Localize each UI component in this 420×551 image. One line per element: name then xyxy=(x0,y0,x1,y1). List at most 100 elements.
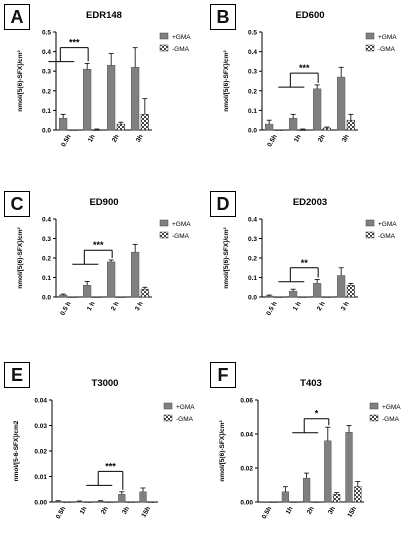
y-axis-label: nmol/[5-6-SFX]/cm2 xyxy=(13,420,20,481)
x-tick-label: 1 h xyxy=(292,300,303,312)
y-axis-label: nmol/[5(6)-SFX]/cm² xyxy=(223,226,230,288)
bar-plus-gma xyxy=(96,500,105,503)
legend-label: -GMA xyxy=(172,46,190,53)
legend-label: +GMA xyxy=(176,404,195,411)
bar-minus-gma xyxy=(269,501,277,503)
chart-title: ED900 xyxy=(89,197,118,208)
significance-label: *** xyxy=(105,461,116,471)
chart-ed600: ED600 nmol/[5(6)-SFX]/cm² 0.0 0.1 0.2 0.3 0.4 0… xyxy=(223,10,397,148)
bar-minus-gma xyxy=(346,285,355,298)
chart-t403: T403 nmol/[5(6)-SFX]/cm² 0.00 0.02 0.04 0.06 0… xyxy=(219,378,401,520)
bar-minus-gma xyxy=(148,501,156,503)
bar-plus-gma xyxy=(59,117,68,131)
y-tick-label: 0.04 xyxy=(240,432,253,439)
legend-swatch-minus-gma xyxy=(365,231,375,239)
y-tick-label: 0.3 xyxy=(248,236,257,243)
bar-plus-gma xyxy=(83,68,92,131)
x-tick-label: 2h xyxy=(317,133,327,143)
bar-minus-gma xyxy=(311,501,320,503)
legend-swatch-plus-gma xyxy=(365,219,375,227)
x-tick-label: 2 h xyxy=(110,300,121,312)
bar-minus-gma xyxy=(63,501,71,503)
x-tick-label: 2 h xyxy=(316,300,327,312)
y-tick-label: 0.0 xyxy=(248,295,257,302)
x-tick-label: 1 h xyxy=(86,300,97,312)
y-tick-label: 0.4 xyxy=(42,217,51,224)
bar-minus-gma xyxy=(68,129,77,131)
legend-swatch-plus-gma xyxy=(159,32,169,40)
bar-plus-gma xyxy=(83,285,92,298)
y-tick-label: 0.02 xyxy=(240,466,253,473)
legend-label: -GMA xyxy=(382,416,400,423)
y-tick-label: 0.5 xyxy=(248,30,257,37)
y-axis-label: nmol/[5(6)-SFX]/cm² xyxy=(223,49,230,111)
bar-minus-gma xyxy=(274,296,283,298)
legend-swatch-minus-gma xyxy=(369,414,379,422)
x-tick-label: 3 h xyxy=(340,300,351,312)
bar-minus-gma xyxy=(92,296,101,298)
x-tick-label: 2h xyxy=(111,133,121,143)
x-tick-label: 2h xyxy=(306,505,316,515)
y-tick-label: 0.0 xyxy=(42,128,51,135)
chart-t3000: T3000 nmol/[5-6-SFX]/cm2 0.00 0.01 0.02 0.03 0… xyxy=(13,378,195,520)
x-tick-label: 0.5h xyxy=(60,133,73,148)
legend-label: -GMA xyxy=(378,46,396,53)
y-tick-label: 0.4 xyxy=(42,49,51,56)
bar-plus-gma xyxy=(313,283,322,298)
bar-plus-gma xyxy=(107,65,116,131)
x-tick-label: 3h xyxy=(121,505,131,515)
y-tick-label: 0.02 xyxy=(34,449,47,456)
x-tick-label: 0.5 h xyxy=(265,300,278,316)
bar-minus-gma xyxy=(126,501,135,503)
legend-label: -GMA xyxy=(378,233,396,240)
legend-swatch-minus-gma xyxy=(365,44,375,52)
y-tick-label: 0.4 xyxy=(248,217,257,224)
bar-plus-gma xyxy=(59,294,68,298)
x-tick-label: 1h xyxy=(87,133,97,143)
legend-label: +GMA xyxy=(378,34,397,41)
bar-minus-gma xyxy=(322,127,331,131)
panel-letter: D xyxy=(210,191,236,217)
bar-plus-gma xyxy=(281,491,290,503)
bar-minus-gma xyxy=(346,119,355,131)
x-tick-label: 1h xyxy=(285,505,295,515)
bar-minus-gma xyxy=(116,123,125,131)
y-axis-label: nmol/[5(6)-SFX]/cm² xyxy=(219,419,226,481)
bar-minus-gma xyxy=(290,501,298,503)
bar-plus-gma xyxy=(345,432,353,503)
y-tick-label: 0.5 xyxy=(42,30,51,37)
panel-a: A EDR148 nmol/[5(6)-SFX]/cm² 0.0 0.1 0.2 0.3 0… xyxy=(4,4,212,179)
bar-plus-gma xyxy=(337,76,346,131)
bar-plus-gma xyxy=(289,117,298,131)
bar-minus-gma xyxy=(298,129,307,131)
y-tick-label: 0.2 xyxy=(42,256,51,263)
panel-letter: A xyxy=(4,4,30,30)
bar-minus-gma xyxy=(140,288,149,298)
y-tick-label: 0.03 xyxy=(34,423,47,430)
y-tick-label: 0.01 xyxy=(34,474,47,481)
x-tick-label: 15h xyxy=(140,505,152,518)
panel-letter: B xyxy=(210,4,236,30)
x-tick-label: 2h xyxy=(100,505,110,515)
x-tick-label: 0.5h xyxy=(55,505,68,520)
bar-minus-gma xyxy=(274,129,283,131)
y-tick-label: 0.1 xyxy=(248,275,257,282)
y-tick-label: 0.0 xyxy=(248,128,257,135)
y-axis-label: nmol/[5(6)-SFX]/cm² xyxy=(17,49,24,111)
significance-label: ** xyxy=(301,258,309,268)
legend-swatch-minus-gma xyxy=(159,231,169,239)
bar-plus-gma xyxy=(131,251,140,298)
panel-d: D ED2003 nmol/[5(6)-SFX]/cm² 0.0 0.1 0.2 0.3 0… xyxy=(210,191,418,346)
legend-swatch-minus-gma xyxy=(159,44,169,52)
y-tick-label: 0.2 xyxy=(248,88,257,95)
bar-plus-gma xyxy=(337,275,346,298)
bar-minus-gma xyxy=(298,296,307,298)
bar-plus-gma xyxy=(289,290,298,298)
panel-letter: E xyxy=(4,362,30,388)
y-tick-label: 0.00 xyxy=(34,500,47,507)
bar-minus-gma xyxy=(116,296,125,298)
y-tick-label: 0.00 xyxy=(240,500,253,507)
y-tick-label: 0.06 xyxy=(240,398,253,405)
chart-title: EDR148 xyxy=(86,10,122,21)
legend-label: +GMA xyxy=(172,221,191,228)
